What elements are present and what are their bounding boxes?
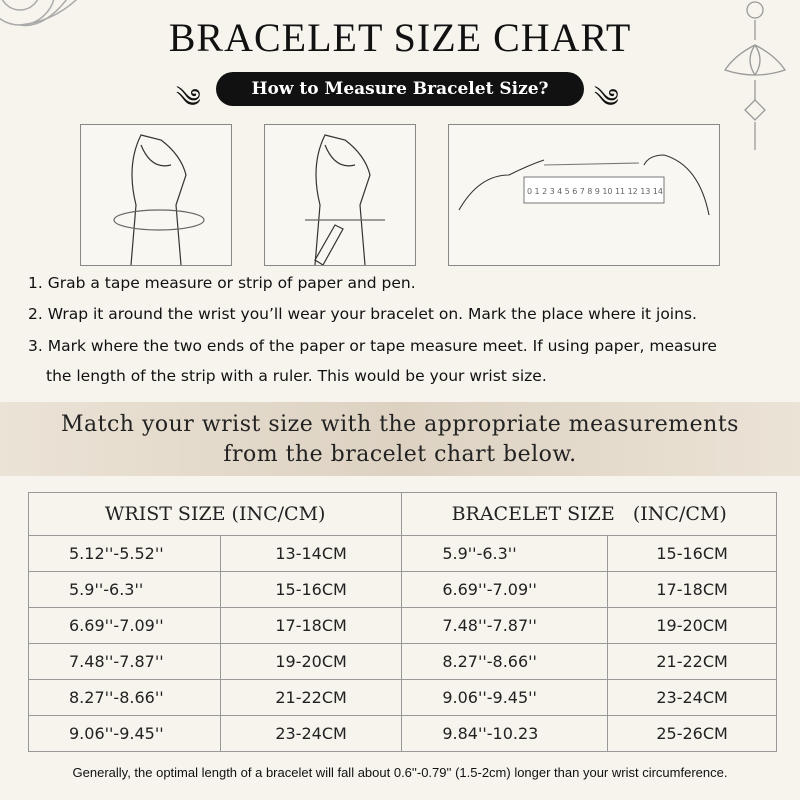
ruler-ticks: 0 1 2 3 4 5 6 7 8 9 10 11 12 13 14: [527, 187, 663, 196]
wrist-cm: 21-22CM: [219, 679, 403, 716]
bracelet-inch: 6.69''-7.09'': [401, 571, 609, 608]
bracelet-inch: 9.06''-9.45'': [401, 679, 609, 716]
step-2: 2. Wrap it around the wrist you’ll wear …: [28, 305, 697, 323]
page-title: BRACELET SIZE CHART: [168, 15, 632, 60]
mandala-ornament-icon: [0, 0, 110, 70]
swirl-ornament-icon: ༄: [594, 84, 619, 114]
step-3: 3. Mark where the two ends of the paper …: [28, 337, 717, 355]
table-row: 8.27''-8.66'' 21-22CM 9.06''-9.45'' 23-24CM: [28, 679, 777, 716]
wrist-cm: 19-20CM: [219, 643, 403, 680]
lotus-ornament-icon: [715, 0, 795, 160]
wrist-cm: 15-16CM: [219, 571, 403, 608]
wrist-cm: 23-24CM: [219, 715, 403, 752]
wrist-inch: 5.12''-5.52'': [28, 535, 221, 572]
bracelet-cm: 17-18CM: [607, 571, 777, 608]
instruction-banner: Match your wrist size with the appropria…: [0, 402, 800, 476]
table-row: 7.48''-7.87'' 19-20CM 8.27''-8.66'' 21-22CM: [28, 643, 777, 680]
bracelet-cm: 19-20CM: [607, 607, 777, 644]
table-row: 5.12''-5.52'' 13-14CM 5.9''-6.3'' 15-16CM: [28, 535, 777, 572]
bracelet-inch: 9.84''-10.23: [401, 715, 609, 752]
step-3-cont: the length of the strip with a ruler. Th…: [46, 367, 547, 385]
size-table: WRIST SIZE (INC/CM) BRACELET SIZE (INC/CM…: [27, 492, 777, 752]
bracelet-cm: 25-26CM: [607, 715, 777, 752]
bracelet-inch: 5.9''-6.3'': [401, 535, 609, 572]
table-row: 9.06''-9.45'' 23-24CM 9.84''-10.23 25-26CM: [28, 715, 777, 752]
ruler-icon: [523, 176, 665, 204]
wrist-inch: 7.48''-7.87'': [28, 643, 221, 680]
wrist-inch: 8.27''-8.66'': [28, 679, 221, 716]
wrist-inch: 5.9''-6.3'': [28, 571, 221, 608]
wrist-cm: 17-18CM: [219, 607, 403, 644]
bracelet-inch: 7.48''-7.87'': [401, 607, 609, 644]
hand-pen-icon: [305, 134, 385, 266]
table-header: WRIST SIZE (INC/CM) BRACELET SIZE (INC/CM…: [27, 492, 777, 536]
illustration-ruler: 0 1 2 3 4 5 6 7 8 9 10 11 12 13 14: [448, 124, 720, 266]
bracelet-cm: 15-16CM: [607, 535, 777, 572]
wrist-size-header: WRIST SIZE (INC/CM): [27, 492, 403, 536]
illustration-wrap-wrist: [80, 124, 232, 266]
swirl-ornament-icon: ༄: [176, 84, 201, 114]
table-row: 5.9''-6.3'' 15-16CM 6.69''-7.09'' 17-18CM: [28, 571, 777, 608]
subtitle-pill: How to Measure Bracelet Size?: [216, 72, 584, 106]
wrist-cm: 13-14CM: [219, 535, 403, 572]
banner-line-2: from the bracelet chart below.: [223, 442, 577, 467]
footnote: Generally, the optimal length of a brace…: [72, 765, 728, 780]
table-row: 6.69''-7.09'' 17-18CM 7.48''-7.87'' 19-20CM: [28, 607, 777, 644]
banner-line-1: Match your wrist size with the appropria…: [61, 412, 739, 437]
illustration-mark-wrist: [264, 124, 416, 266]
bracelet-inch: 8.27''-8.66'': [401, 643, 609, 680]
wrist-inch: 9.06''-9.45'': [28, 715, 221, 752]
bracelet-cm: 23-24CM: [607, 679, 777, 716]
hand-tape-icon: [113, 134, 205, 266]
bracelet-cm: 21-22CM: [607, 643, 777, 680]
wrist-inch: 6.69''-7.09'': [28, 607, 221, 644]
step-1: 1. Grab a tape measure or strip of paper…: [28, 274, 416, 292]
bracelet-size-header: BRACELET SIZE (INC/CM): [401, 492, 777, 536]
